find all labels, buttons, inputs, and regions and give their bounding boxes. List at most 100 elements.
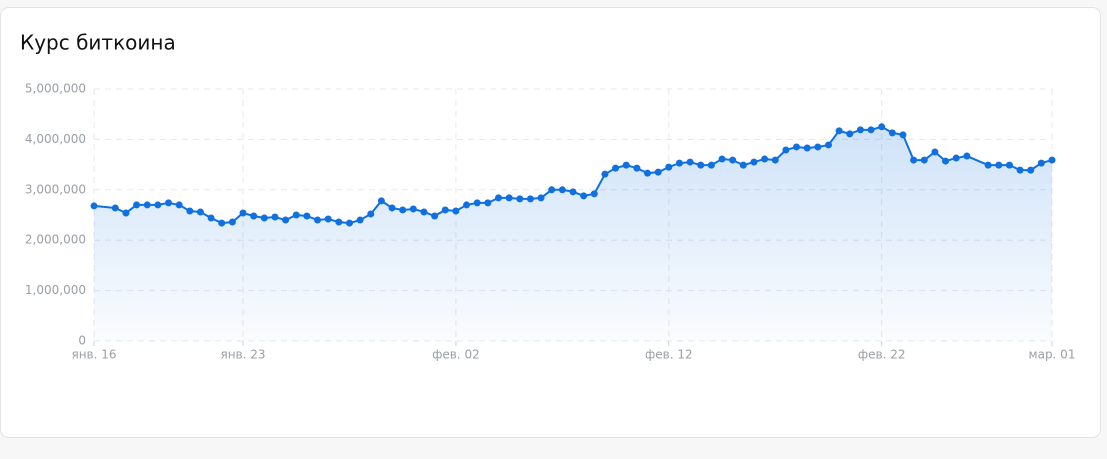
- point: [111, 204, 119, 212]
- point: [750, 158, 758, 166]
- point: [739, 161, 747, 169]
- point: [697, 161, 705, 169]
- point: [612, 164, 620, 172]
- point: [793, 143, 801, 151]
- point: [761, 155, 769, 163]
- point: [942, 157, 950, 165]
- point: [228, 218, 236, 226]
- point: [218, 219, 226, 227]
- point: [143, 201, 151, 209]
- y-tick-label: 3,000,000: [25, 182, 86, 196]
- point: [494, 194, 502, 202]
- point: [803, 144, 811, 152]
- point: [484, 199, 492, 207]
- x-tick-label: фев. 12: [645, 348, 693, 362]
- point: [665, 163, 673, 171]
- point: [984, 161, 992, 169]
- point: [186, 207, 194, 215]
- y-tick-label: 2,000,000: [25, 233, 86, 247]
- point: [314, 216, 322, 224]
- point: [250, 212, 258, 220]
- point: [590, 190, 598, 198]
- x-tick-label: фев. 22: [858, 348, 906, 362]
- y-tick-label: 0: [78, 334, 86, 348]
- point: [473, 199, 481, 207]
- point: [1027, 166, 1035, 174]
- point: [707, 161, 715, 169]
- point: [856, 126, 864, 134]
- point: [644, 169, 652, 177]
- point: [292, 211, 300, 219]
- point: [1037, 159, 1045, 167]
- point: [675, 159, 683, 167]
- point: [90, 202, 98, 210]
- point: [399, 206, 407, 214]
- x-tick-label: янв. 16: [71, 348, 116, 362]
- point: [356, 216, 364, 224]
- point: [196, 208, 204, 216]
- point: [622, 161, 630, 169]
- point: [271, 213, 279, 221]
- point: [122, 209, 130, 217]
- chart-title: Курс биткоина: [20, 31, 176, 55]
- point: [431, 212, 439, 220]
- point: [165, 199, 173, 207]
- point: [824, 141, 832, 149]
- point: [1016, 166, 1024, 174]
- point: [888, 129, 896, 137]
- point: [441, 206, 449, 214]
- point: [505, 194, 513, 202]
- point: [580, 192, 588, 200]
- point: [345, 219, 353, 227]
- point: [175, 201, 183, 209]
- point: [377, 197, 385, 205]
- point: [463, 201, 471, 209]
- point: [260, 214, 268, 222]
- point: [963, 152, 971, 160]
- point: [633, 164, 641, 172]
- point: [771, 156, 779, 164]
- point: [814, 143, 822, 151]
- point: [846, 130, 854, 138]
- point: [1048, 156, 1056, 164]
- point: [867, 126, 875, 134]
- point: [654, 168, 662, 176]
- point: [920, 156, 928, 164]
- point: [718, 155, 726, 163]
- point: [420, 208, 428, 216]
- point: [548, 186, 556, 194]
- y-tick-label: 1,000,000: [25, 283, 86, 297]
- point: [952, 154, 960, 162]
- area: [94, 126, 1052, 341]
- y-tick-label: 4,000,000: [25, 132, 86, 146]
- point: [516, 195, 524, 203]
- point: [207, 214, 215, 222]
- y-tick-label: 5,000,000: [25, 82, 86, 96]
- point: [782, 146, 790, 154]
- point: [1005, 161, 1013, 169]
- point: [239, 209, 247, 217]
- point: [931, 148, 939, 156]
- point: [558, 186, 566, 194]
- point: [335, 218, 343, 226]
- point: [835, 127, 843, 135]
- point: [324, 215, 332, 223]
- point: [303, 212, 311, 220]
- point: [133, 201, 141, 209]
- point: [686, 158, 694, 166]
- x-tick-label: янв. 23: [220, 348, 265, 362]
- point: [910, 156, 918, 164]
- point: [899, 131, 907, 139]
- point: [154, 201, 162, 209]
- point: [569, 188, 577, 196]
- point: [452, 207, 460, 215]
- point: [729, 156, 737, 164]
- x-tick-label: мар. 01: [1029, 348, 1076, 362]
- point: [537, 194, 545, 202]
- point: [388, 204, 396, 212]
- point: [526, 195, 534, 203]
- point: [878, 123, 886, 131]
- point: [601, 170, 609, 178]
- point: [367, 210, 375, 218]
